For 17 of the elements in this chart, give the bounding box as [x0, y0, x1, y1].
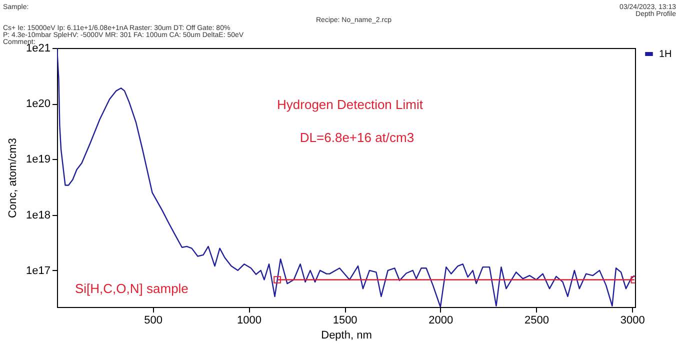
y-tick-label: 1e21	[26, 42, 50, 54]
legend-label: 1H	[659, 49, 672, 60]
y-tick-label: 1e20	[26, 98, 50, 110]
annotation: Hydrogen Detection Limit	[277, 97, 424, 112]
x-tick-label: 3000	[620, 314, 645, 326]
annotation: Si[H,C,O,N] sample	[75, 281, 188, 296]
x-tick-label: 500	[144, 314, 163, 326]
annotation: DL=6.8e+16 at/cm3	[300, 130, 414, 145]
y-tick-label: 1e19	[26, 154, 50, 166]
x-tick-label: 2500	[524, 314, 550, 326]
y-axis-title: Conc, atom/cm3	[7, 138, 20, 218]
x-tick-label: 1000	[236, 314, 262, 326]
x-tick-label: 1500	[332, 314, 358, 326]
y-tick-label: 1e17	[26, 264, 50, 277]
x-axis-title: Depth, nm	[321, 330, 372, 342]
y-tick-label: 1e18	[26, 209, 50, 222]
x-tick-label: 2000	[428, 314, 454, 326]
